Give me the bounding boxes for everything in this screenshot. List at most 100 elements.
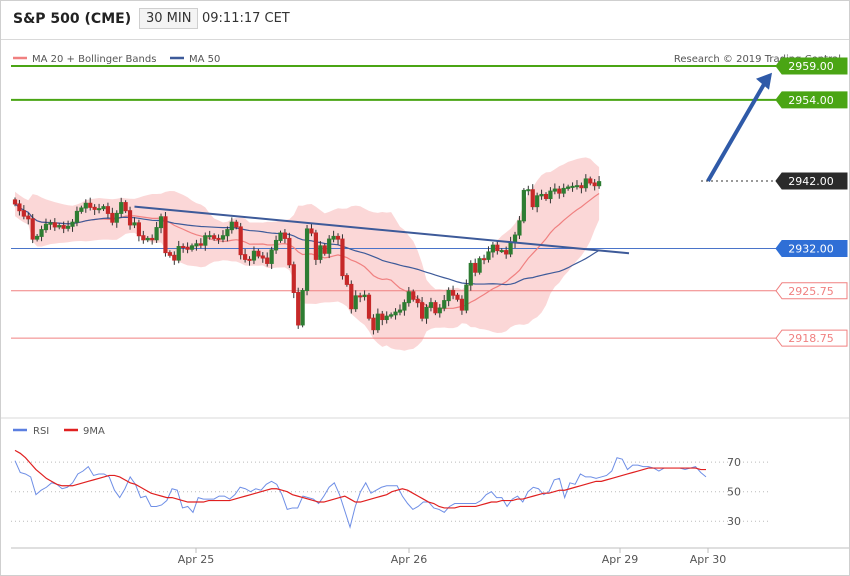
candle-42 [198, 238, 203, 249]
candle-body-12 [66, 225, 71, 229]
candle-117 [530, 184, 535, 210]
candle-36 [172, 251, 177, 265]
candle-103 [468, 260, 473, 291]
candle-body-65 [300, 289, 305, 326]
candle-116 [526, 185, 531, 196]
candle-108 [490, 242, 495, 258]
candle-body-64 [296, 292, 301, 326]
candle-54 [251, 246, 257, 265]
candle-122 [552, 183, 557, 195]
candle-body-83 [380, 313, 385, 321]
candle-body-130 [588, 178, 593, 184]
candle-106 [481, 254, 487, 265]
candle-48 [225, 226, 230, 242]
candle-129 [583, 174, 588, 192]
candle-35 [167, 250, 172, 258]
rsi-legend: RSI 9MA [13, 426, 105, 437]
candle-body-63 [291, 264, 296, 293]
candle-77 [353, 290, 358, 312]
x-tick-label-1: Apr 26 [391, 553, 428, 566]
candle-97 [442, 295, 447, 312]
candle-67 [309, 223, 314, 237]
candle-body-80 [366, 294, 372, 319]
candle-123 [557, 185, 562, 199]
candle-body-45 [212, 235, 217, 239]
candle-body-93 [424, 306, 429, 319]
candle-body-104 [473, 262, 478, 273]
candle-body-112 [508, 241, 513, 255]
candle-body-97 [442, 300, 447, 309]
candle-body-109 [495, 244, 500, 252]
candle-body-50 [234, 221, 239, 228]
candle-62 [287, 232, 292, 268]
level-tag-2 [775, 172, 848, 190]
candle-3 [26, 212, 31, 225]
candle-body-106 [481, 258, 487, 261]
candle-body-122 [552, 188, 557, 192]
candle-body-131 [592, 182, 597, 187]
candle-29 [141, 230, 146, 244]
candle-body-7 [43, 223, 49, 231]
candle-body-59 [273, 239, 279, 251]
price-levels: 2959.00 2954.00 2942.00 2932.00 2925.75 2918.… [11, 57, 848, 347]
candle-body-13 [70, 221, 75, 227]
candle-21 [105, 202, 111, 219]
candle-14 [74, 206, 80, 227]
candle-126 [570, 182, 575, 192]
candle-83 [380, 310, 385, 326]
candle-64 [296, 287, 301, 329]
candle-body-5 [35, 235, 40, 240]
candle-body-99 [450, 289, 456, 296]
candle-body-62 [287, 237, 292, 266]
candle-45 [212, 233, 217, 241]
forecast-arrow-head [756, 72, 772, 90]
candle-1 [17, 199, 22, 216]
candle-52 [243, 249, 248, 263]
level-value-3: 2932.00 [788, 243, 834, 256]
candle-49 [229, 217, 234, 234]
candle-body-32 [154, 227, 159, 241]
candle-body-118 [535, 195, 540, 208]
level-label-2: 2942.00 [775, 172, 848, 190]
candle-105 [477, 256, 482, 275]
candle-41 [194, 239, 199, 251]
candle-body-119 [539, 193, 544, 197]
level-value-2: 2942.00 [788, 175, 834, 188]
ma9-line [14, 449, 706, 509]
candle-2 [21, 205, 26, 220]
candle-body-75 [344, 275, 349, 285]
candle-body-81 [371, 317, 376, 331]
candle-body-15 [79, 207, 84, 212]
candle-body-100 [455, 294, 460, 300]
candles [12, 174, 602, 335]
candle-51 [238, 222, 243, 260]
candle-body-38 [181, 246, 186, 249]
instrument-title: S&P 500 (CME) [13, 11, 132, 27]
candle-118 [535, 192, 540, 213]
candle-109 [495, 240, 500, 255]
candle-body-28 [136, 222, 142, 237]
candle-127 [574, 180, 580, 190]
candle-body-101 [459, 298, 465, 311]
candle-59 [273, 235, 279, 254]
candle-70 [322, 243, 327, 256]
candle-99 [450, 285, 456, 300]
candle-body-89 [406, 291, 411, 304]
candle-34 [163, 211, 168, 257]
candle-body-36 [172, 254, 177, 261]
candle-8 [48, 219, 53, 230]
candle-114 [517, 216, 522, 240]
candle-94 [428, 297, 434, 312]
candle-body-78 [358, 295, 363, 298]
candle-body-79 [362, 294, 367, 298]
rsi-tick-1: 50 [727, 486, 741, 499]
timeframe-selector[interactable]: 30 MIN [139, 8, 199, 29]
candle-73 [335, 233, 341, 245]
candle-95 [433, 300, 438, 316]
candle-72 [331, 230, 336, 243]
ma50-legend-label: MA 50 [189, 54, 220, 65]
price-chart[interactable]: MA 20 + Bollinger Bands MA 50 Research ©… [1, 39, 849, 574]
candle-10 [57, 223, 62, 230]
level-value-1: 2954.00 [788, 94, 834, 107]
